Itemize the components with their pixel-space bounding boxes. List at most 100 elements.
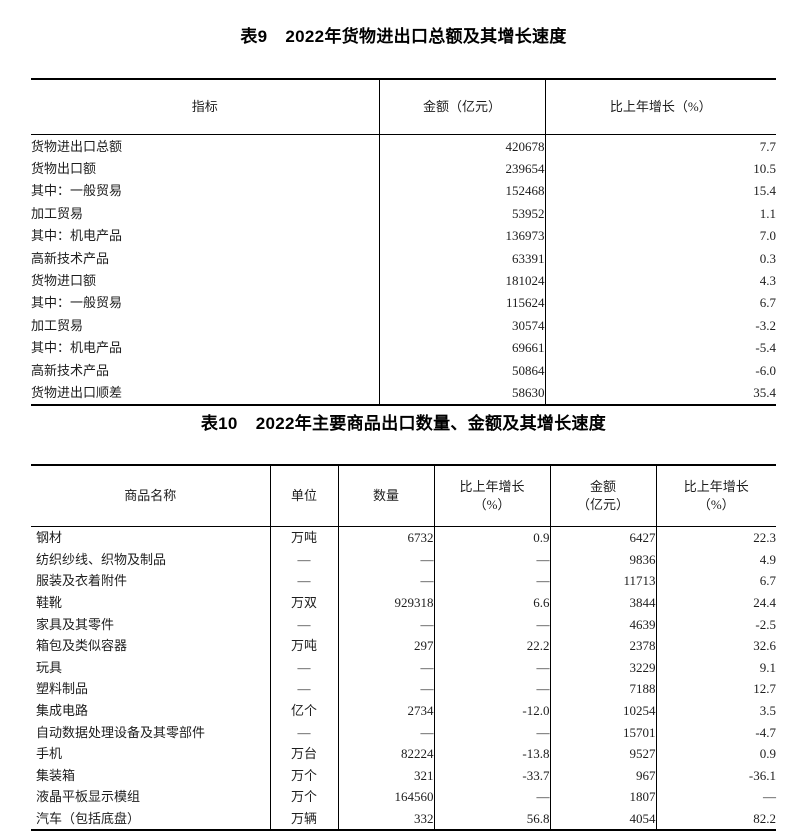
row-amt-growth: -36.1 <box>655 764 776 787</box>
row-quantity: 332 <box>337 807 434 832</box>
row-quantity: 321 <box>337 764 434 787</box>
row-amount: 181024 <box>378 269 545 292</box>
table-row: 其中：一般贸易 115624 6.7 <box>31 291 776 315</box>
table-row: 箱包及类似容器 万吨 297 22.2 2378 32.6 <box>31 634 776 657</box>
table9-col-indicator: 指标 <box>31 78 379 135</box>
row-quantity: 6732 <box>337 525 434 549</box>
row-label: 货物进出口总额 <box>31 134 379 158</box>
table10-col-product: 商品名称 <box>31 464 270 527</box>
row-unit: 亿个 <box>269 699 338 722</box>
row-product-name: 纺织纱线、织物及制品 <box>36 551 167 567</box>
row-label: 其中：一般贸易 <box>31 295 123 311</box>
row-qty-growth: -33.7 <box>433 764 550 787</box>
table-row: 高新技术产品 50864 -6.0 <box>31 358 776 382</box>
row-growth: 10.5 <box>544 157 776 180</box>
row-amount: 9836 <box>549 548 656 571</box>
row-label: 高新技术产品 <box>31 362 110 378</box>
row-amount: 6427 <box>549 525 656 549</box>
table10-title-text: 2022年主要商品出口数量、金额及其增长速度 <box>255 414 607 433</box>
row-amount: 4639 <box>549 613 656 635</box>
row-amount: 4054 <box>549 807 656 832</box>
row-product-name: 鞋靴 <box>36 595 63 611</box>
table-row: 货物进口额 181024 4.3 <box>31 269 776 292</box>
row-qty-growth: 0.9 <box>433 525 550 549</box>
row-amount: 7188 <box>549 678 656 700</box>
table9-head: 指标 金额（亿元） 比上年增长（%） <box>31 78 776 135</box>
row-quantity: 297 <box>337 634 434 657</box>
row-amt-growth: -4.7 <box>655 721 776 743</box>
row-amount: 3844 <box>549 591 656 614</box>
table9-title: 表9 2022年货物进出口总额及其增长速度 <box>0 22 807 47</box>
row-unit: 万吨 <box>269 634 338 657</box>
row-quantity: — <box>337 721 434 743</box>
row-product-name: 服装及衣着附件 <box>36 573 128 589</box>
table-row: 货物进出口顺差 58630 35.4 <box>31 381 776 406</box>
table-row: 自动数据处理设备及其零部件 — — — 15701 -4.7 <box>31 721 776 743</box>
row-qty-growth: — <box>433 613 550 635</box>
row-unit: — <box>269 548 338 571</box>
table9: 指标 金额（亿元） 比上年增长（%） 货物进出口总额 420678 7.7 货物… <box>31 78 776 406</box>
row-quantity: — <box>337 656 434 679</box>
row-amt-growth: -2.5 <box>655 613 776 635</box>
row-quantity: 164560 <box>337 786 434 808</box>
row-qty-growth: — <box>433 656 550 679</box>
row-amount: 1807 <box>549 786 656 808</box>
row-label: 货物进口额 <box>31 273 97 289</box>
row-unit: 万辆 <box>269 807 338 832</box>
row-label: 其中：一般贸易 <box>31 183 123 199</box>
row-growth: 0.3 <box>544 246 776 270</box>
row-amt-growth: 9.1 <box>655 656 776 679</box>
table-row: 加工贸易 53952 1.1 <box>31 202 776 225</box>
row-product-name: 集装箱 <box>36 767 76 783</box>
row-amount: 3229 <box>549 656 656 679</box>
table-row: 货物进出口总额 420678 7.7 <box>31 134 776 158</box>
table9-header-row: 指标 金额（亿元） 比上年增长（%） <box>31 78 776 135</box>
table10-col-amt-growth: 比上年增长 （%） <box>655 464 776 527</box>
row-label: 货物出口额 <box>31 161 97 177</box>
row-product-name: 液晶平板显示模组 <box>36 789 141 805</box>
table-row: 加工贸易 30574 -3.2 <box>31 314 776 337</box>
row-amount: 967 <box>549 764 656 787</box>
row-quantity: — <box>337 570 434 592</box>
row-quantity: 929318 <box>337 591 434 614</box>
row-growth: 15.4 <box>544 179 776 203</box>
row-amount: 50864 <box>378 358 545 382</box>
row-amount: 136973 <box>378 224 545 247</box>
table10-header-row: 商品名称 单位 数量 比上年增长 （%） 金额 （亿元） <box>31 464 776 527</box>
row-unit: — <box>269 678 338 700</box>
row-unit: 万吨 <box>269 525 338 549</box>
row-label: 高新技术产品 <box>31 250 110 266</box>
row-growth: 7.7 <box>544 134 776 158</box>
table-row: 纺织纱线、织物及制品 — — — 9836 4.9 <box>31 548 776 571</box>
row-amt-growth: 32.6 <box>655 634 776 657</box>
row-qty-growth: — <box>433 548 550 571</box>
row-amount: 9527 <box>549 742 656 765</box>
row-amt-growth: 0.9 <box>655 742 776 765</box>
row-amount: 58630 <box>378 381 545 406</box>
row-unit: — <box>269 721 338 743</box>
table-row: 集成电路 亿个 2734 -12.0 10254 3.5 <box>31 699 776 722</box>
row-growth: 4.3 <box>544 269 776 292</box>
row-qty-growth: — <box>433 786 550 808</box>
row-amt-growth: 82.2 <box>655 807 776 832</box>
row-quantity: 2734 <box>337 699 434 722</box>
table10-col-qty-growth: 比上年增长 （%） <box>433 464 550 527</box>
row-quantity: — <box>337 548 434 571</box>
row-qty-growth: — <box>433 721 550 743</box>
table10-title-number: 表10 <box>200 414 238 433</box>
table10-body: 钢材 万吨 6732 0.9 6427 22.3 纺织纱线、织物及制品 — — … <box>31 525 776 832</box>
table-row: 钢材 万吨 6732 0.9 6427 22.3 <box>31 525 776 549</box>
table-row: 液晶平板显示模组 万个 164560 — 1807 — <box>31 786 776 808</box>
row-qty-growth: 56.8 <box>433 807 550 832</box>
row-qty-growth: -12.0 <box>433 699 550 722</box>
row-growth: 35.4 <box>544 381 776 406</box>
row-amt-growth: 3.5 <box>655 699 776 722</box>
table-row: 其中：机电产品 69661 -5.4 <box>31 336 776 359</box>
row-qty-growth: 22.2 <box>433 634 550 657</box>
row-quantity: — <box>337 678 434 700</box>
row-product-name: 自动数据处理设备及其零部件 <box>36 724 206 740</box>
row-amt-growth: 24.4 <box>655 591 776 614</box>
row-growth: -5.4 <box>544 336 776 359</box>
table-row: 服装及衣着附件 — — — 11713 6.7 <box>31 570 776 592</box>
